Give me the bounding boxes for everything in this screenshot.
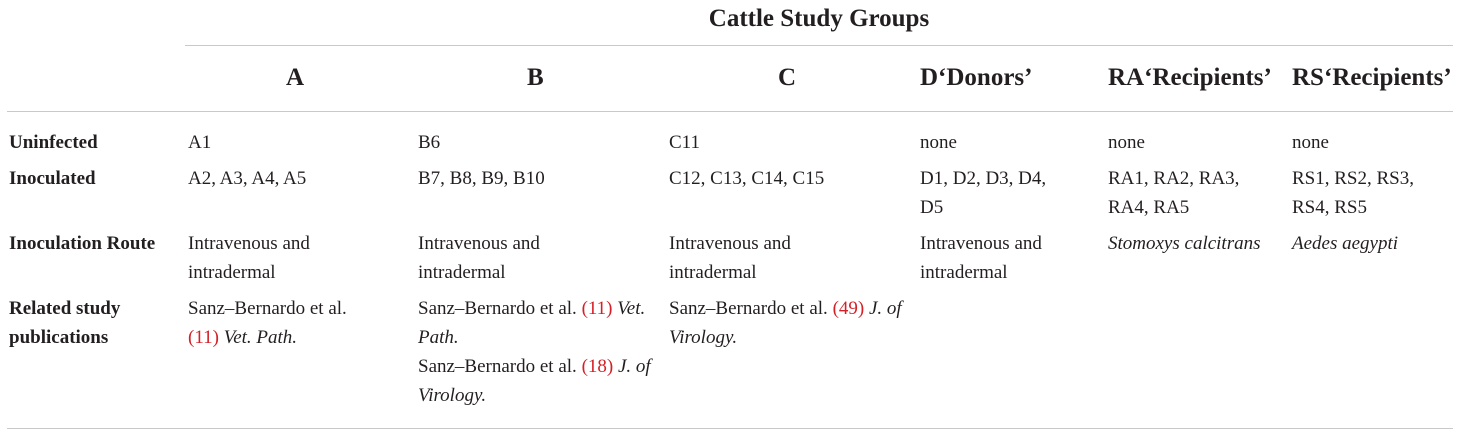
cell-uninfected-b: B6 bbox=[418, 132, 441, 153]
pub-reference-link[interactable]: (11) bbox=[581, 298, 613, 319]
header-rule bbox=[7, 111, 1453, 112]
row-header-inoculation-route: Inoculation Route bbox=[9, 233, 156, 254]
cell-uninfected-ra: none bbox=[1108, 132, 1145, 153]
table-supertitle: Cattle Study Groups bbox=[708, 5, 930, 32]
publication-entry: Sanz–Bernardo et al. (11) Vet. Path. bbox=[418, 294, 668, 352]
cell-publications-b: Sanz–Bernardo et al. (11) Vet. Path. San… bbox=[418, 294, 668, 410]
cell-inoculated-rs: RS1, RS2, RS3, RS4, RS5 bbox=[1292, 168, 1414, 218]
pub-author: Sanz–Bernardo et al. bbox=[188, 298, 347, 319]
pub-journal: J. of Virology. bbox=[418, 356, 651, 406]
publication-entry: Sanz–Bernardo et al. (18) J. of Virology… bbox=[418, 352, 668, 410]
top-rule bbox=[185, 45, 1453, 46]
cell-route-d: Intravenous and intradermal bbox=[920, 233, 1042, 283]
row-header-inoculated: Inoculated bbox=[9, 168, 96, 189]
cell-inoculated-ra: RA1, RA2, RA3, RA4, RA5 bbox=[1108, 168, 1240, 218]
cell-route-a: Intravenous and intradermal bbox=[188, 233, 310, 283]
cell-inoculated-c: C12, C13, C14, C15 bbox=[669, 168, 825, 189]
row-header-related-publications: Related study publications bbox=[9, 298, 121, 348]
cell-uninfected-a: A1 bbox=[188, 132, 212, 153]
column-header-a: A bbox=[286, 64, 305, 91]
cell-publications-c: Sanz–Bernardo et al. (49) J. of Virology… bbox=[669, 294, 914, 352]
column-header-d: D‘Donors’ bbox=[920, 64, 1033, 91]
cell-inoculated-d: D1, D2, D3, D4, D5 bbox=[920, 168, 1047, 218]
cell-inoculated-a: A2, A3, A4, A5 bbox=[188, 168, 307, 189]
cell-route-ra: Stomoxys calcitrans bbox=[1108, 233, 1261, 254]
pub-journal: J. of Virology. bbox=[669, 298, 902, 348]
column-header-b: B bbox=[527, 64, 544, 91]
bottom-rule bbox=[7, 428, 1453, 429]
column-header-ra: RA‘Recipients’ bbox=[1108, 64, 1272, 91]
column-header-c: C bbox=[778, 64, 797, 91]
cell-uninfected-c: C11 bbox=[669, 132, 700, 153]
pub-journal: Vet. Path. bbox=[418, 298, 646, 348]
cell-route-c: Intravenous and intradermal bbox=[669, 233, 791, 283]
pub-author: Sanz–Bernardo et al. bbox=[418, 356, 577, 377]
pub-reference-link[interactable]: (11) bbox=[188, 327, 219, 348]
pub-author: Sanz–Bernardo et al. bbox=[669, 298, 828, 319]
cell-publications-a: Sanz–Bernardo et al. (11) Vet. Path. bbox=[188, 294, 373, 352]
cell-route-b: Intravenous and intradermal bbox=[418, 233, 540, 283]
pub-reference-link[interactable]: (18) bbox=[581, 356, 614, 377]
cell-uninfected-d: none bbox=[920, 132, 957, 153]
pub-author: Sanz–Bernardo et al. bbox=[418, 298, 577, 319]
cell-uninfected-rs: none bbox=[1292, 132, 1329, 153]
cell-route-rs: Aedes aegypti bbox=[1292, 233, 1399, 254]
pub-reference-link[interactable]: (49) bbox=[832, 298, 865, 319]
cell-inoculated-b: B7, B8, B9, B10 bbox=[418, 168, 545, 189]
pub-journal: Vet. Path. bbox=[223, 327, 298, 348]
column-header-rs: RS‘Recipients’ bbox=[1292, 64, 1452, 91]
row-header-uninfected: Uninfected bbox=[9, 132, 98, 153]
